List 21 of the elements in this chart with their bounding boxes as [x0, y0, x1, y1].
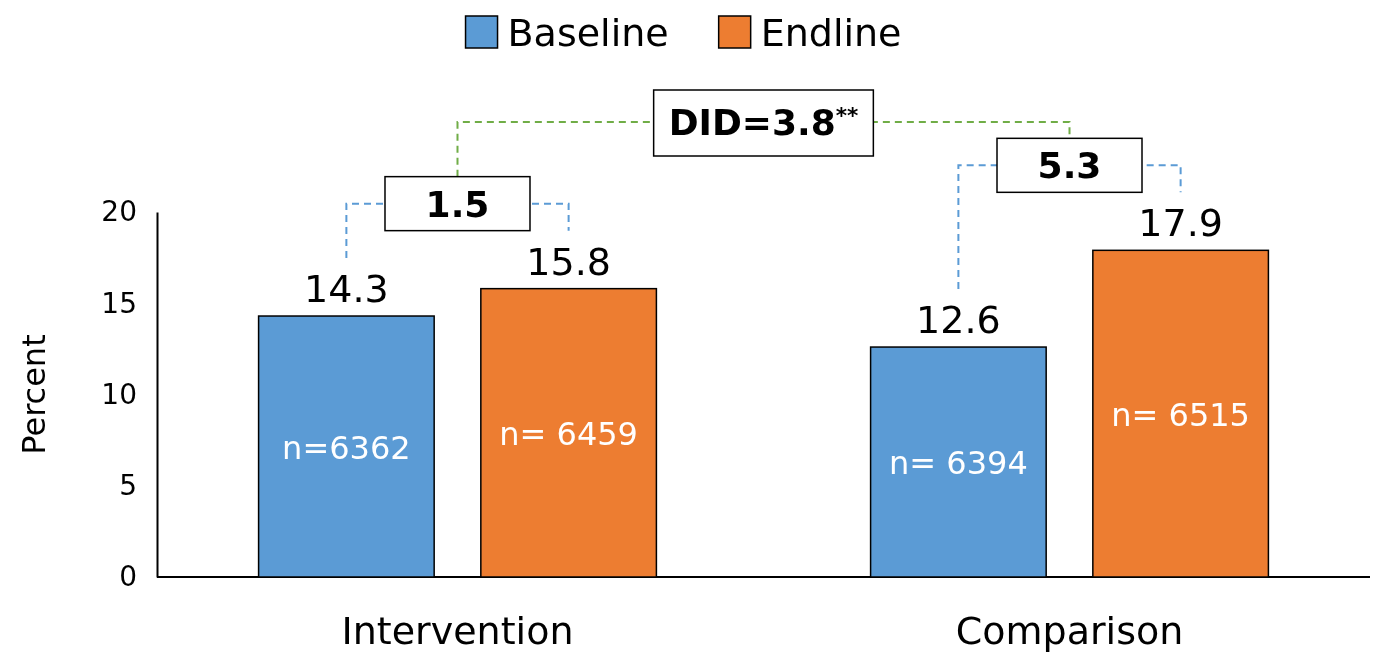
legend-label: Baseline: [507, 11, 669, 55]
data-label: 15.8: [526, 239, 611, 284]
y-axis-title: Percent: [15, 334, 53, 455]
legend-label: Endline: [760, 11, 902, 55]
x-tick-label: Comparison: [955, 608, 1184, 653]
data-label: 14.3: [304, 267, 389, 312]
x-tick-label: Intervention: [341, 608, 574, 653]
text: DID=3.8$^{**}$: [668, 102, 859, 143]
y-tick-label: 5: [119, 469, 137, 503]
y-tick-label: 15: [101, 286, 137, 320]
y-tick-label: 10: [101, 377, 137, 411]
data-label: 17.9: [1138, 201, 1223, 246]
text: 5.3: [1037, 145, 1102, 187]
data-label: 12.6: [916, 298, 1001, 343]
y-tick-label: 20: [101, 195, 137, 229]
annotation: n= 6515: [1111, 395, 1250, 434]
annotation: 1.5: [425, 183, 490, 225]
annotation: n= 6394: [889, 444, 1028, 483]
y-tick-label: 0: [119, 560, 137, 594]
annotation: n= 6459: [499, 414, 638, 453]
annotation: n=6362: [282, 428, 411, 467]
